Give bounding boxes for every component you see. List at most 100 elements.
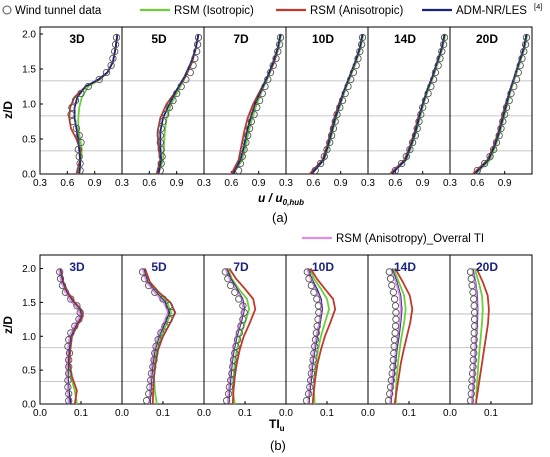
measured-point (308, 363, 316, 371)
measured-point (344, 82, 352, 91)
measured-point (522, 33, 531, 42)
measured-point (158, 152, 166, 161)
measured-point (516, 61, 524, 70)
measured-point (193, 47, 201, 56)
measured-point (431, 68, 440, 77)
series-line (392, 268, 407, 404)
y-tick-label: 0.0 (22, 170, 36, 181)
measured-point (76, 159, 84, 168)
measured-point (56, 275, 65, 283)
legend-label-overall-ti: RSM (Anisotropy)_Overral TI (336, 233, 484, 245)
measured-point (304, 390, 313, 398)
measured-point (84, 82, 92, 91)
measured-point (436, 54, 444, 63)
measured-point (156, 131, 164, 140)
x-tick-label: 0.1 (156, 408, 170, 419)
measured-point (222, 396, 231, 405)
measured-point (95, 75, 103, 84)
measured-point (150, 356, 158, 364)
measured-point (237, 322, 245, 330)
subplot-b-3: 0.0 0.1 7D (197, 254, 287, 419)
x-tick-label: 0.0 (361, 408, 375, 419)
measured-point (327, 131, 336, 140)
panel-b-caption: (b) (270, 438, 286, 453)
measured-point (138, 268, 147, 276)
measured-point (165, 315, 173, 323)
measured-point (227, 281, 235, 290)
measured-point (75, 131, 83, 140)
measured-point (111, 47, 119, 56)
x-tick-label: 0.3 (115, 178, 129, 189)
measured-point (167, 308, 175, 317)
x-tick-label: 0.6 (224, 178, 238, 189)
measured-point (466, 396, 475, 405)
series-line (59, 268, 84, 405)
measured-point (58, 281, 67, 290)
measured-point (384, 396, 393, 405)
measured-point (258, 89, 266, 98)
measured-point (76, 308, 84, 317)
legend-superscript-ref: [4] (534, 2, 542, 11)
measured-point (65, 349, 74, 357)
legend-bottom: RSM (Anisotropy)_Overral TI (302, 233, 484, 245)
legend-label-isotropic: RSM (Isotropic) (174, 5, 254, 17)
x-tick-label: 0.3 (361, 178, 375, 189)
measured-point (316, 159, 325, 168)
measured-point (154, 336, 162, 344)
measured-point (440, 33, 449, 42)
series-line (73, 33, 119, 175)
measured-point (238, 152, 246, 161)
x-tick-label: 0.9 (252, 178, 266, 189)
subplot-title: 7D (233, 260, 249, 274)
series-line (157, 33, 200, 175)
measured-point (149, 363, 157, 371)
measured-point (309, 356, 317, 364)
measured-point (74, 145, 82, 154)
measured-point (56, 268, 64, 276)
measured-point (415, 117, 423, 126)
measured-point (490, 145, 498, 154)
subplot-b-4: 0.0 0.1 10D (279, 254, 369, 419)
measured-point (434, 61, 442, 70)
measured-point (311, 336, 320, 344)
subplot-a-2: 0.3 0.6 0.9 5D (115, 26, 205, 189)
x-tick-label: 0.0 (197, 408, 211, 419)
x-tick-label: 0.3 (443, 178, 457, 189)
measured-point (255, 96, 264, 105)
measured-point (193, 40, 202, 49)
series-line (473, 268, 484, 405)
legend-label-anisotropic: RSM (Anisotropic) (310, 5, 403, 17)
measured-point (77, 138, 85, 147)
measured-point (151, 288, 159, 296)
subplot-a-6: 0.3 0.6 0.9 20D (443, 26, 533, 189)
measured-point (338, 96, 347, 105)
subplot-title: 5D (151, 32, 167, 46)
legend-top: Wind tunnel data RSM (Isotropic) RSM (An… (2, 2, 542, 17)
measured-point (391, 302, 400, 310)
measured-point (165, 302, 173, 310)
measured-point (239, 315, 247, 323)
measured-point (391, 166, 399, 175)
measured-point (159, 117, 167, 126)
subplot-title: 20D (476, 260, 498, 274)
series-line (391, 33, 446, 175)
y-tick-label: 1.5 (22, 298, 36, 309)
measured-point (492, 138, 501, 147)
measured-point (140, 275, 149, 283)
measured-point (75, 315, 83, 323)
x-tick-label: 0.9 (498, 178, 512, 189)
measured-point (234, 166, 243, 175)
measured-point (514, 68, 522, 77)
measured-point (227, 376, 235, 384)
x-tick-label: 0.1 (238, 408, 252, 419)
measured-point (65, 356, 73, 364)
x-tick-label: 0.1 (74, 408, 88, 419)
measured-point (312, 329, 320, 337)
measured-point (424, 89, 432, 98)
measured-point (302, 396, 311, 405)
legend-label-adm: ADM-NR/LES (456, 5, 527, 17)
measured-point (194, 33, 203, 42)
measured-point (224, 275, 232, 283)
x-tick-label: 0.9 (416, 178, 430, 189)
panel-a-xlabel: u / u0,hub (258, 191, 304, 207)
